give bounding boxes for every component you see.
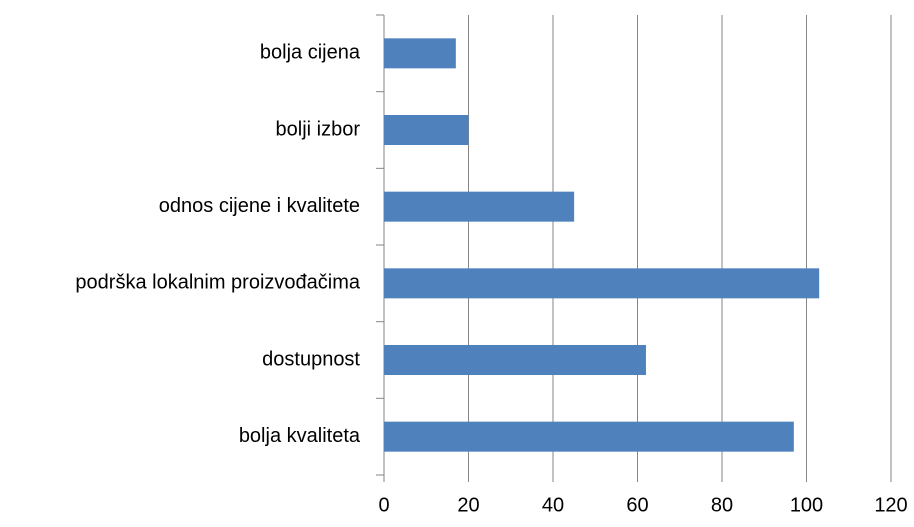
bar <box>384 115 469 145</box>
y-tick-label: podrška lokalnim proizvođačima <box>75 272 360 294</box>
y-tick-label: odnos cijene i kvalitete <box>159 195 360 217</box>
y-tick-label: bolja cijena <box>260 42 361 64</box>
y-tick-label: bolji izbor <box>276 118 361 140</box>
bar <box>384 191 575 222</box>
bar <box>384 421 794 452</box>
y-tick-label: dostupnost <box>262 348 360 370</box>
x-tick-label: 0 <box>378 494 389 516</box>
bar <box>384 38 456 69</box>
x-tick-label: 80 <box>711 494 733 516</box>
bar <box>384 268 820 299</box>
x-tick-label: 40 <box>542 494 564 516</box>
x-tick-label: 100 <box>790 494 823 516</box>
x-tick-label: 20 <box>457 494 479 516</box>
y-tick-label: bolja kvaliteta <box>239 425 361 447</box>
bar <box>384 345 646 375</box>
x-tick-label: 60 <box>626 494 648 516</box>
x-tick-label: 120 <box>874 494 907 516</box>
